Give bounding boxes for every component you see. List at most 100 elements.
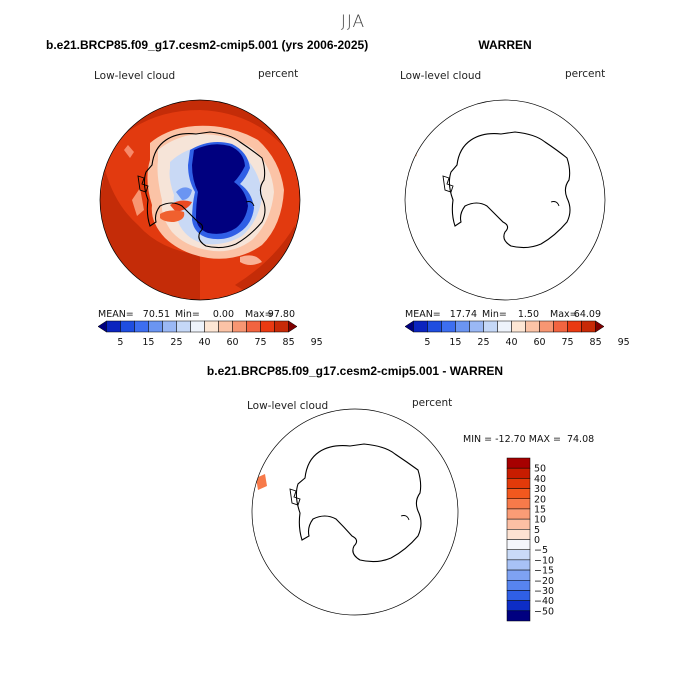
panel-diff-colorbar-tick-label: 30 (534, 484, 546, 495)
panel-diff-colorbar-tick-label: 40 (534, 474, 546, 485)
panel-model-colorbar-tick-label: 5 (117, 337, 123, 348)
panel-obs-min-label: Min= (482, 309, 507, 320)
panel-obs-colorbar-tick-label: 60 (533, 337, 545, 348)
panel-diff-colorbar-swatch-15 (506, 610, 531, 622)
panel-obs-units-label: percent (565, 68, 605, 80)
panel-diff-colorbar-tick-label: −15 (534, 566, 554, 577)
panel-diff-colorbar-swatch-8 (506, 539, 531, 550)
panel-diff-colorbar-swatch-6 (506, 518, 531, 530)
panel-diff-colorbar-swatch-3 (506, 488, 531, 499)
panel-model-colorbar-swatch-9 (218, 320, 233, 333)
panel-obs-max-label: Max= (550, 309, 578, 320)
panel-obs: WARREN Low-level cloud percent MEAN= 17.… (400, 38, 630, 348)
panel-obs-colorbar-swatch-8 (511, 320, 526, 333)
panel-obs-map-boundary (404, 99, 606, 301)
panel-model-min-value: 0.00 (213, 309, 234, 320)
panel-obs-colorbar-tick-label: 5 (424, 337, 430, 348)
panel-diff-colorbar-swatch-13 (506, 590, 531, 601)
panel-model-field (100, 100, 300, 300)
panel-diff-colorbar-swatch-14 (506, 600, 531, 612)
panel-diff-colorbar-tick-label: 0 (534, 535, 540, 546)
panel-diff-colorbar-tick-label: 10 (534, 515, 546, 526)
panel-diff-title: b.e21.BRCP85.f09_g17.cesm2-cmip5.001 - W… (207, 364, 503, 378)
panel-diff-field (252, 409, 458, 615)
panel-obs-max-value: 64.09 (574, 309, 601, 320)
panel-diff-colorbar-swatch-5 (506, 508, 531, 520)
panel-diff-colorbar-swatch-9 (506, 549, 531, 561)
panel-model-variable-label: Low-level cloud (94, 70, 175, 82)
panel-diff-units-label: percent (412, 397, 452, 409)
panel-model-colorbar-tick-label: 15 (142, 337, 154, 348)
panel-obs-colorbar-swatch-0 (404, 320, 414, 333)
panel-diff-colorbar-swatch-10 (506, 559, 531, 571)
panel-diff-coastline (289, 443, 422, 563)
season-title: JJA (341, 12, 365, 32)
panel-obs-colorbar-swatch-4 (455, 320, 470, 333)
panel-obs-colorbar-tick-label: 40 (505, 337, 517, 348)
panel-diff-colorbar-swatch-4 (506, 498, 531, 510)
panel-obs-colorbar-swatch-11 (553, 320, 568, 333)
panel-model-colorbar-tick-label: 40 (198, 337, 210, 348)
panel-model-map-boundary (99, 99, 301, 301)
panel-obs-colorbar: 5 15 25 40 60 75 85 95 (404, 320, 630, 348)
panel-diff-map (251, 408, 459, 616)
panel-diff-colorbar-tick-label: −20 (534, 576, 554, 587)
panel-model-colorbar-swatch-5 (162, 320, 177, 333)
panel-diff-colorbar-tick-label: 50 (534, 464, 546, 475)
panel-diff-colorbar-swatch-11 (506, 569, 531, 581)
panel-model-colorbar-swatch-0 (97, 320, 107, 333)
panel-model-colorbar-swatch-6 (176, 320, 191, 333)
panel-obs-colorbar-swatch-2 (427, 320, 442, 333)
panel-obs-coastline (442, 131, 571, 249)
panel-obs-colorbar-tick-label: 15 (449, 337, 461, 348)
panel-diff-colorbar-tick-label: 15 (534, 504, 546, 515)
panel-model-mean-label: MEAN= (98, 309, 134, 320)
panel-model-colorbar: 5 15 25 40 60 75 85 95 (97, 320, 323, 348)
panel-model-map (99, 99, 301, 301)
panel-diff-colorbar-swatch-1 (506, 467, 531, 479)
panel-model-stats: MEAN= 70.51 Min= 0.00 Max= 97.80 (98, 309, 295, 320)
panel-diff-colorbar-swatch-2 (506, 478, 531, 489)
panel-diff-colorbar-tick-label: −40 (534, 596, 554, 607)
panel-obs-title: WARREN (478, 38, 531, 52)
panel-obs-colorbar-tick-label: 25 (477, 337, 489, 348)
panel-obs-colorbar-swatch-7 (497, 320, 512, 333)
panel-model-coastline (137, 131, 266, 249)
panel-model-colorbar-swatch-3 (134, 320, 149, 333)
panel-model-colorbar-swatch-10 (232, 320, 247, 333)
panel-diff-colorbar-swatch-12 (506, 580, 531, 591)
panel-obs-colorbar-swatch-1 (413, 320, 428, 333)
panel-model-mean-value: 70.51 (143, 309, 170, 320)
panel-model-colorbar-swatch-4 (148, 320, 163, 333)
panel-obs-mean-value: 17.74 (450, 309, 477, 320)
panel-model-colorbar-tick-label: 75 (255, 337, 267, 348)
panel-diff-colorbar-tick-label: −5 (534, 545, 548, 556)
panel-obs-colorbar-swatch-12 (567, 320, 582, 333)
panel-diff: b.e21.BRCP85.f09_g17.cesm2-cmip5.001 - W… (207, 364, 594, 622)
panel-obs-colorbar-swatch-5 (469, 320, 484, 333)
panel-model-colorbar-swatch-12 (260, 320, 275, 333)
panel-model-colorbar-swatch-7 (190, 320, 205, 333)
panel-diff-variable-label: Low-level cloud (247, 400, 328, 412)
panel-obs-field (405, 100, 605, 300)
panel-model-colorbar-tick-label: 25 (170, 337, 182, 348)
panel-model-colorbar-tick-label: 95 (311, 337, 323, 348)
panel-model-colorbar-tick-label: 85 (283, 337, 295, 348)
panel-obs-colorbar-swatch-6 (483, 320, 498, 333)
panel-model-colorbar-swatch-8 (204, 320, 219, 333)
panel-model-max-value: 97.80 (268, 309, 295, 320)
panel-model: b.e21.BRCP85.f09_g17.cesm2-cmip5.001 (yr… (46, 38, 368, 348)
panel-obs-colorbar-tick-label: 95 (618, 337, 630, 348)
panel-obs-colorbar-swatch-14 (595, 320, 605, 333)
panel-obs-colorbar-swatch-9 (525, 320, 540, 333)
panel-model-colorbar-swatch-11 (246, 320, 261, 333)
panel-obs-colorbar-swatch-10 (539, 320, 554, 333)
panel-diff-colorbar-tick-label: −10 (534, 555, 554, 566)
panel-model-colorbar-swatch-1 (106, 320, 121, 333)
panel-model-colorbar-swatch-13 (274, 320, 289, 333)
panel-obs-mean-label: MEAN= (405, 309, 441, 320)
panel-model-colorbar-swatch-14 (288, 320, 298, 333)
panel-obs-colorbar-swatch-3 (441, 320, 456, 333)
